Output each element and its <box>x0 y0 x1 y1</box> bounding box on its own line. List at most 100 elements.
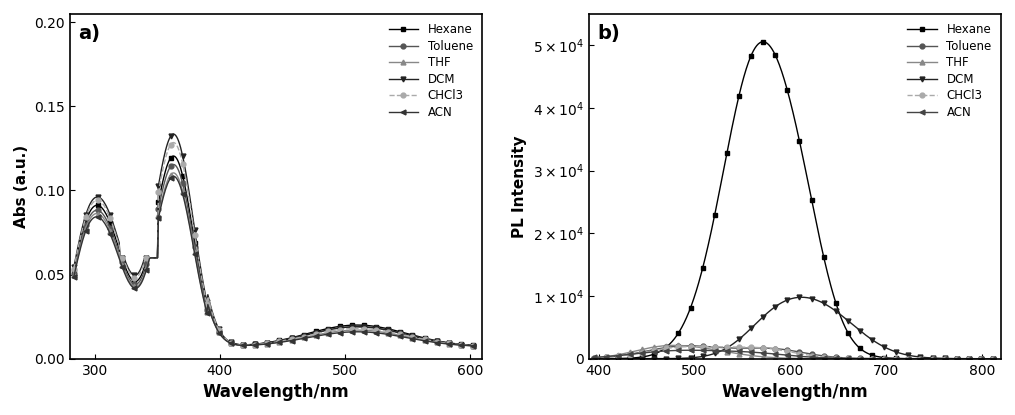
Line: CHCl3: CHCl3 <box>71 140 478 348</box>
THF <box>470 344 482 349</box>
THF <box>359 328 371 333</box>
Toluene <box>361 325 374 330</box>
Hexane <box>68 269 80 274</box>
THF <box>167 171 180 176</box>
CHCl3 <box>919 356 931 361</box>
Line: DCM: DCM <box>592 295 999 361</box>
Legend: Hexane, Toluene, THF, DCM, CHCl3, ACN: Hexane, Toluene, THF, DCM, CHCl3, ACN <box>904 20 996 122</box>
Toluene <box>588 356 600 361</box>
Text: a): a) <box>78 24 100 43</box>
Line: ACN: ACN <box>592 348 999 361</box>
Line: THF: THF <box>592 343 999 361</box>
DCM <box>322 327 334 332</box>
THF <box>780 356 792 361</box>
CHCl3 <box>783 349 795 354</box>
DCM <box>782 298 794 303</box>
DCM <box>806 296 818 301</box>
ACN <box>322 332 334 337</box>
Hexane <box>982 356 994 361</box>
THF <box>322 330 334 335</box>
THF <box>588 355 600 360</box>
Y-axis label: Abs (a.u.): Abs (a.u.) <box>14 145 28 228</box>
Toluene <box>167 162 180 167</box>
THF <box>991 356 1003 361</box>
THF <box>982 356 994 361</box>
CHCl3 <box>361 326 374 331</box>
DCM <box>167 132 180 137</box>
Toluene <box>828 354 840 359</box>
CHCl3 <box>588 356 600 361</box>
DCM <box>68 265 80 270</box>
CHCl3 <box>228 341 241 346</box>
Hexane <box>757 39 769 44</box>
THF <box>806 356 818 361</box>
Hexane <box>361 323 374 328</box>
Hexane <box>780 82 792 87</box>
THF <box>200 305 212 310</box>
Toluene <box>982 356 994 361</box>
ACN <box>806 355 818 360</box>
ACN <box>116 264 128 269</box>
Line: THF: THF <box>71 171 478 348</box>
Line: Toluene: Toluene <box>592 343 999 361</box>
Toluene <box>470 343 482 348</box>
Text: b): b) <box>597 24 620 43</box>
Line: ACN: ACN <box>71 174 478 349</box>
Hexane <box>588 356 600 361</box>
DCM <box>361 325 374 330</box>
ACN <box>167 174 180 179</box>
ACN <box>684 348 696 353</box>
Line: Toluene: Toluene <box>71 162 478 348</box>
ACN <box>228 342 241 347</box>
CHCl3 <box>470 343 482 348</box>
CHCl3 <box>780 349 792 354</box>
CHCl3 <box>982 356 994 361</box>
Toluene <box>783 348 795 353</box>
ACN <box>783 353 795 358</box>
THF <box>68 273 80 278</box>
DCM <box>359 325 371 330</box>
Y-axis label: PL Intensity: PL Intensity <box>513 135 528 238</box>
Line: Hexane: Hexane <box>71 154 478 348</box>
DCM <box>991 356 1003 361</box>
THF <box>668 343 680 348</box>
DCM <box>470 343 482 348</box>
ACN <box>828 356 840 361</box>
Legend: Hexane, Toluene, THF, DCM, CHCl3, ACN: Hexane, Toluene, THF, DCM, CHCl3, ACN <box>385 20 476 122</box>
Toluene <box>780 347 792 352</box>
Hexane <box>991 356 1003 361</box>
DCM <box>116 255 128 260</box>
ACN <box>200 306 212 311</box>
Hexane <box>806 201 818 206</box>
CHCl3 <box>68 266 80 271</box>
THF <box>116 262 128 267</box>
CHCl3 <box>991 356 1003 361</box>
Toluene <box>68 271 80 276</box>
Toluene <box>322 327 334 332</box>
DCM <box>828 308 840 312</box>
Hexane <box>116 256 128 261</box>
Hexane <box>783 91 795 96</box>
Line: CHCl3: CHCl3 <box>592 344 999 361</box>
THF <box>828 356 840 361</box>
Toluene <box>200 303 212 308</box>
Line: DCM: DCM <box>71 132 478 348</box>
Hexane <box>167 154 180 159</box>
Hexane <box>359 323 371 328</box>
CHCl3 <box>359 326 371 331</box>
Line: Hexane: Hexane <box>592 39 999 361</box>
THF <box>783 356 795 361</box>
Hexane <box>828 295 840 300</box>
ACN <box>982 356 994 361</box>
ACN <box>68 274 80 279</box>
DCM <box>982 356 994 361</box>
DCM <box>200 295 212 300</box>
ACN <box>780 352 792 357</box>
DCM <box>919 355 931 360</box>
DCM <box>588 356 600 361</box>
Toluene <box>228 342 241 347</box>
Hexane <box>322 326 334 331</box>
ACN <box>991 356 1003 361</box>
DCM <box>796 295 808 300</box>
DCM <box>779 298 791 303</box>
